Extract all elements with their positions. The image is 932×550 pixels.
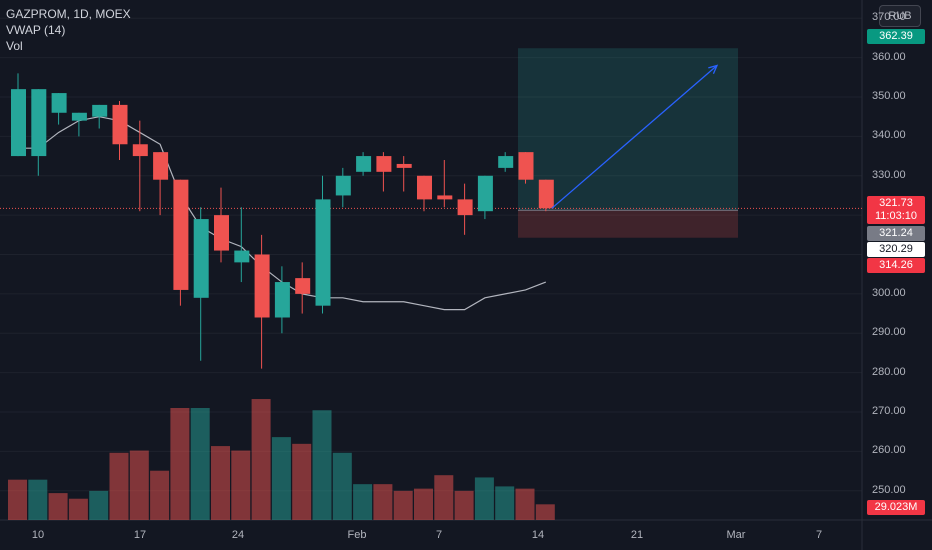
price-tick-label: 270.00 [872,404,906,417]
candle-body [112,104,128,145]
candle-body [295,278,311,294]
time-tick-label: 24 [231,529,245,541]
volume-bar [8,479,27,520]
volume-bar [353,484,373,520]
volume-bar [48,493,68,520]
chart-legend: GAZPROM, 1D, MOEX VWAP (14) Vol [6,6,131,54]
candle-body [417,175,432,200]
price-tick-label: 300.00 [872,286,906,299]
volume-bar [28,479,48,520]
candle-body [538,179,554,209]
volume-bar [495,486,515,520]
volume-indicator-label[interactable]: Vol [6,39,23,53]
candle-body [477,175,493,212]
volume-bar [312,410,332,520]
currency-button[interactable]: RUB [879,5,921,27]
volume-bar [271,437,291,520]
profit-zone [518,48,738,211]
time-tick-label: 14 [531,529,545,541]
stop-price-tag: 314.26 [867,258,925,273]
last-price-tag: 321.73 11:03:10 [867,196,925,224]
entry-price-tag: 321.24 [867,226,925,241]
candle-body [71,112,87,121]
volume-bar [292,443,312,520]
projection-arrow [551,65,718,209]
volume-bar [170,408,190,520]
candle-body [132,144,148,157]
volume-bar [454,490,474,520]
volume-bar [434,475,454,520]
volume-bar [515,488,535,520]
time-tick-label: Mar [726,529,746,541]
price-tick-label: 350.00 [872,90,906,103]
volume-bar [535,504,555,520]
price-tick-label: 290.00 [872,326,906,339]
candle-body [51,93,67,113]
volume-bar [414,488,433,520]
candle-body [437,195,453,200]
candle-body [356,156,372,172]
volume-bar [474,477,494,520]
candle-body [92,104,108,117]
candle-body [457,199,473,216]
volume-bar [109,452,129,520]
vwap-indicator-label[interactable]: VWAP (14) [6,23,66,37]
target-price-tag: 362.39 [867,29,925,44]
candle-body [518,152,534,180]
bar-countdown: 11:03:10 [874,210,917,222]
volume-bar [332,452,352,520]
candle-body [153,152,169,180]
time-tick-label: 7 [435,529,443,541]
price-tick-label: 260.00 [872,444,906,457]
projection-arrow-head [708,64,719,75]
candle-body [376,156,392,172]
volume-bar [129,450,149,520]
time-tick-label: 10 [31,529,45,541]
candle-body [214,215,229,251]
candle-body [498,156,514,168]
price-tick-label: 360.00 [872,50,906,63]
time-tick-label: 21 [630,529,644,541]
time-tick-label: 7 [815,529,823,541]
volume-bar [68,498,88,520]
candle-body [193,219,209,298]
volume-bar [231,450,251,520]
candle-body [396,163,412,168]
volume-bar [251,399,271,520]
time-tick-label: Feb [347,529,367,541]
volume-bar [150,470,170,520]
candle-body [315,199,331,306]
loss-zone [518,210,738,238]
price-tick-label: 280.00 [872,365,906,378]
candle-body [274,282,290,318]
volume-bar [373,484,393,520]
candle-body [234,250,250,263]
time-tick-label: 17 [133,529,147,541]
price-tick-label: 250.00 [872,483,906,496]
candle-body [11,89,26,157]
volume-value-tag: 29.023M [867,500,925,515]
vwap-price-tag: 320.29 [867,242,925,257]
volume-bar [393,490,413,520]
price-tick-label: 370.00 [872,11,906,24]
price-tick-label: 340.00 [872,129,906,142]
symbol-title[interactable]: GAZPROM, 1D, MOEX [6,7,131,21]
candle-body [254,254,270,318]
volume-bar [190,408,210,520]
candle-body [173,179,189,290]
volume-bar [211,446,230,520]
price-tick-label: 330.00 [872,168,906,181]
candle-body [31,89,47,157]
candle-body [335,175,351,196]
volume-bar [89,490,109,520]
last-price-value: 321.73 [879,197,913,209]
